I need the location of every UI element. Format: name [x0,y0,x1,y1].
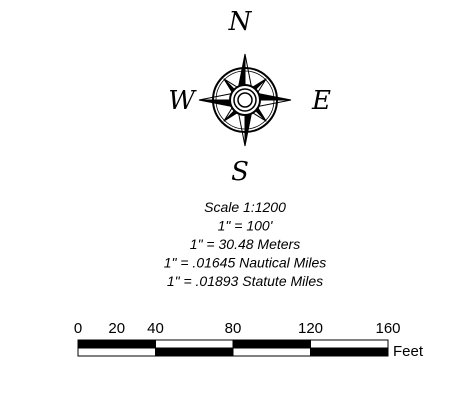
scale-segment [77,339,156,349]
scale-segment [232,339,311,349]
scale-segment [232,347,311,357]
rose-ring [237,92,253,108]
scale-segment [310,339,389,349]
scale-text: Scale 1:1200 1" = 100' 1" = 30.48 Meters 1"… [164,199,327,289]
scale-segment [155,347,234,357]
scale-tick-label: 40 [147,320,164,337]
scale-line: Scale 1:1200 [204,199,286,215]
west-label: W [168,86,197,116]
scale-tick-label: 20 [108,320,125,337]
east-label: E [311,86,331,116]
scale-unit: Feet [393,343,424,360]
scale-line: 1" = 100' [218,218,274,234]
rose-ring [215,70,275,130]
scale-tick-label: 120 [298,320,323,337]
south-label: S [231,157,249,187]
scale-segment [310,347,389,357]
scale-line: 1" = 30.48 Meters [190,236,300,252]
scale-tick-label: 0 [74,320,82,337]
scale-segment [155,339,234,349]
scale-bar: 0 20 40 80 120 160 Feet [74,320,424,360]
scale-segment [77,347,156,357]
scale-line: 1" = .01645 Nautical Miles [164,255,327,271]
scale-tick-label: 160 [375,320,400,337]
north-label: N [228,7,253,37]
scale-line: 1" = .01893 Statute Miles [167,273,323,289]
rose-ring [212,67,278,133]
scale-tick-label: 80 [225,320,242,337]
compass-rose [198,53,292,147]
